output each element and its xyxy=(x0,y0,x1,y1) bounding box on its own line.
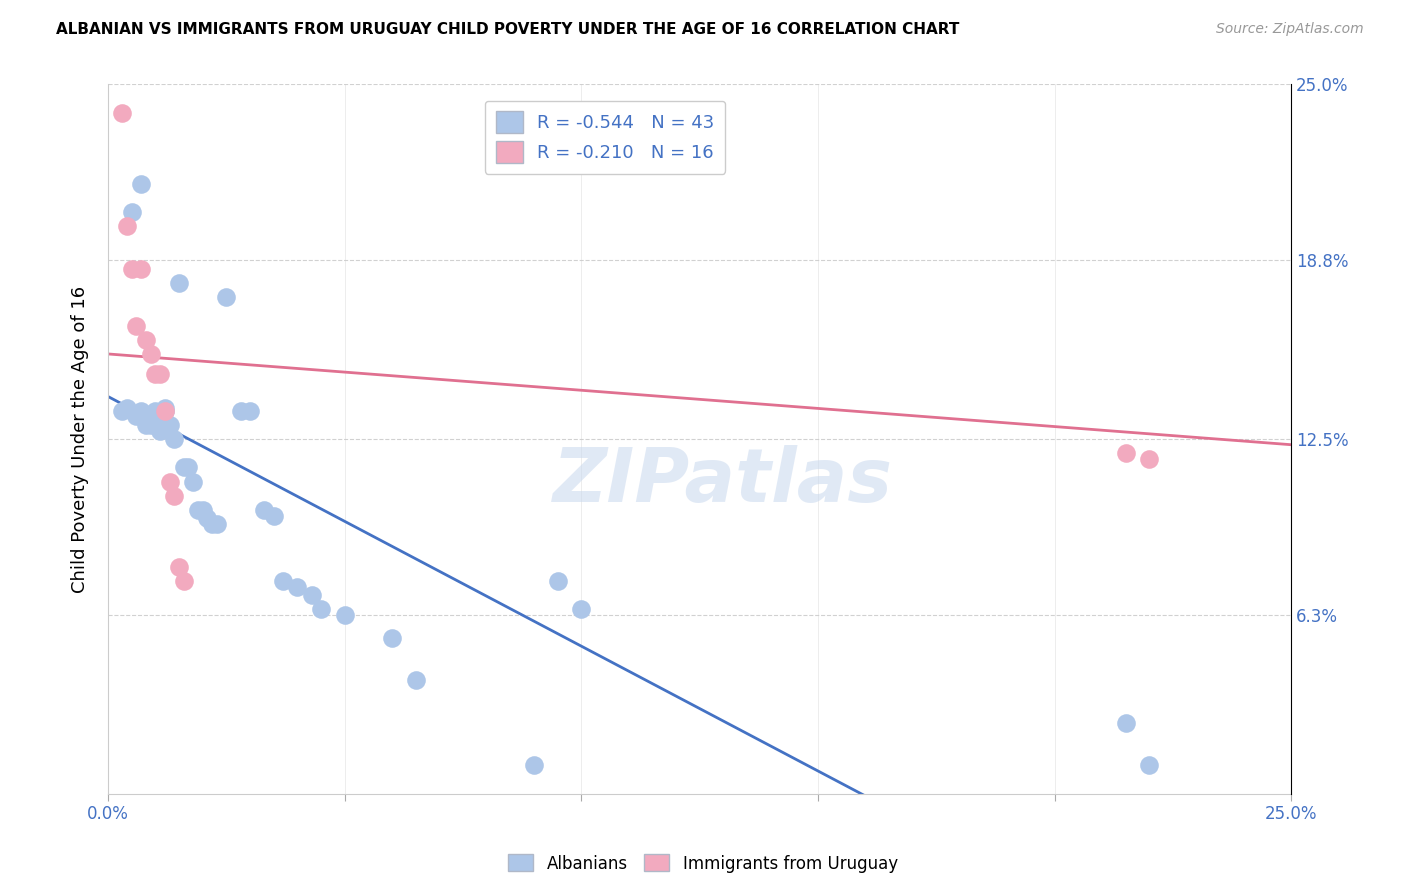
Point xyxy=(197,511,219,525)
Point xyxy=(285,580,308,594)
Point xyxy=(1137,758,1160,772)
Point xyxy=(239,403,262,417)
Point xyxy=(149,424,172,438)
Point xyxy=(1137,451,1160,466)
Point xyxy=(205,517,228,532)
Point xyxy=(153,403,176,417)
Point xyxy=(181,475,204,489)
Point xyxy=(201,517,224,532)
Point xyxy=(215,290,238,304)
Point xyxy=(135,333,157,347)
Point xyxy=(263,508,285,523)
Point xyxy=(135,417,157,432)
Point xyxy=(191,503,214,517)
Point xyxy=(139,347,162,361)
Point xyxy=(167,559,190,574)
Point xyxy=(547,574,569,588)
Point xyxy=(173,460,195,475)
Point xyxy=(301,588,323,602)
Point xyxy=(405,673,427,688)
Point xyxy=(125,318,148,333)
Point xyxy=(115,401,138,415)
Point xyxy=(1115,715,1137,730)
Text: ZIPatlas: ZIPatlas xyxy=(554,445,893,518)
Text: Source: ZipAtlas.com: Source: ZipAtlas.com xyxy=(1216,22,1364,37)
Legend: R = -0.544   N = 43, R = -0.210   N = 16: R = -0.544 N = 43, R = -0.210 N = 16 xyxy=(485,101,725,174)
Legend: Albanians, Immigrants from Uruguay: Albanians, Immigrants from Uruguay xyxy=(502,847,904,880)
Point xyxy=(115,219,138,234)
Point xyxy=(569,602,592,616)
Point xyxy=(143,403,166,417)
Point xyxy=(271,574,294,588)
Point xyxy=(121,261,143,276)
Point xyxy=(159,475,181,489)
Point xyxy=(163,432,186,446)
Point xyxy=(253,503,276,517)
Point xyxy=(143,367,166,381)
Point xyxy=(143,409,166,424)
Point xyxy=(167,276,190,290)
Point xyxy=(111,403,134,417)
Point xyxy=(163,489,186,503)
Point xyxy=(121,205,143,219)
Point xyxy=(523,758,546,772)
Point xyxy=(173,574,195,588)
Point xyxy=(153,401,176,415)
Point xyxy=(129,177,152,191)
Text: ALBANIAN VS IMMIGRANTS FROM URUGUAY CHILD POVERTY UNDER THE AGE OF 16 CORRELATIO: ALBANIAN VS IMMIGRANTS FROM URUGUAY CHIL… xyxy=(56,22,960,37)
Point xyxy=(309,602,332,616)
Point xyxy=(149,367,172,381)
Point xyxy=(149,417,172,432)
Point xyxy=(135,409,157,424)
Point xyxy=(1115,446,1137,460)
Point xyxy=(381,631,404,645)
Point xyxy=(129,403,152,417)
Point xyxy=(129,261,152,276)
Point xyxy=(139,417,162,432)
Point xyxy=(187,503,209,517)
Point xyxy=(177,460,200,475)
Point xyxy=(229,403,252,417)
Point xyxy=(153,403,176,417)
Point xyxy=(159,417,181,432)
Point xyxy=(111,105,134,120)
Point xyxy=(333,607,356,622)
Point xyxy=(125,409,148,424)
Y-axis label: Child Poverty Under the Age of 16: Child Poverty Under the Age of 16 xyxy=(72,285,89,592)
